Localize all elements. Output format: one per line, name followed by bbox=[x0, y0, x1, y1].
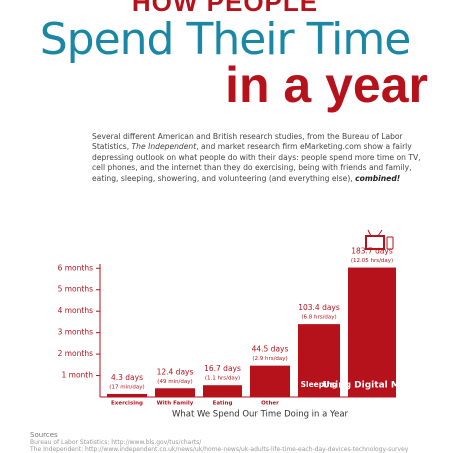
title-top: HOW PEOPLE bbox=[131, 0, 319, 17]
rate-label: (12.05 hrs/day) bbox=[351, 258, 393, 264]
bar bbox=[203, 385, 242, 397]
title-main: Spend Their Time bbox=[39, 14, 412, 65]
icon bbox=[386, 236, 394, 250]
rate-label: (1.1 hrs/day) bbox=[205, 376, 240, 382]
bar bbox=[298, 324, 340, 397]
emphasis: combined! bbox=[355, 173, 401, 183]
category-label: Sleeping bbox=[301, 380, 338, 389]
title-sub: in a year bbox=[225, 57, 428, 113]
rate-label: (6.8 hrs/day) bbox=[301, 315, 336, 321]
value-label: 44.5 days bbox=[252, 345, 289, 354]
y-tick-label: 5 months bbox=[58, 285, 93, 294]
y-tick-label: 2 months bbox=[58, 349, 93, 358]
rate-label: (49 min/day) bbox=[157, 379, 192, 385]
bar bbox=[348, 267, 396, 397]
rate-label: (2.9 hrs/day) bbox=[252, 356, 287, 362]
category-label: Eating bbox=[213, 401, 233, 407]
icon bbox=[367, 229, 372, 237]
category-label: Exercising bbox=[111, 401, 143, 407]
category-label: With Family bbox=[157, 401, 194, 407]
icon bbox=[377, 229, 383, 237]
value-label: 103.4 days bbox=[298, 303, 340, 312]
bar bbox=[107, 393, 147, 397]
text: Several different American and British r… bbox=[92, 132, 403, 152]
icon bbox=[365, 235, 385, 250]
bar bbox=[250, 365, 290, 397]
text: , and market research firm eMarketing.co… bbox=[92, 142, 421, 183]
y-tick-label: 4 months bbox=[58, 306, 93, 315]
sources-heading: Sources bbox=[30, 431, 58, 439]
value-label: 12.4 days bbox=[157, 367, 194, 376]
value-label: 16.7 days bbox=[204, 364, 241, 373]
category-label: Using Digital Media bbox=[322, 381, 421, 391]
rate-label: (17 min/day) bbox=[109, 384, 144, 390]
publication: The Independent bbox=[131, 142, 197, 152]
y-tick-label: 3 months bbox=[58, 328, 93, 337]
y-tick-label: 1 month bbox=[62, 371, 94, 380]
value-label: 183.7 days bbox=[351, 247, 393, 256]
source-line: Bureau of Labor Statistics: http://www.b… bbox=[30, 439, 202, 446]
x-axis-label: What We Spend Our Time Doing in a Year bbox=[172, 410, 349, 420]
value-label: 4.3 days bbox=[111, 373, 143, 382]
bar bbox=[155, 388, 195, 397]
intro-paragraph: Several different American and British r… bbox=[92, 132, 422, 184]
y-tick-label: 6 months bbox=[58, 263, 93, 272]
category-label: Other bbox=[261, 401, 279, 407]
